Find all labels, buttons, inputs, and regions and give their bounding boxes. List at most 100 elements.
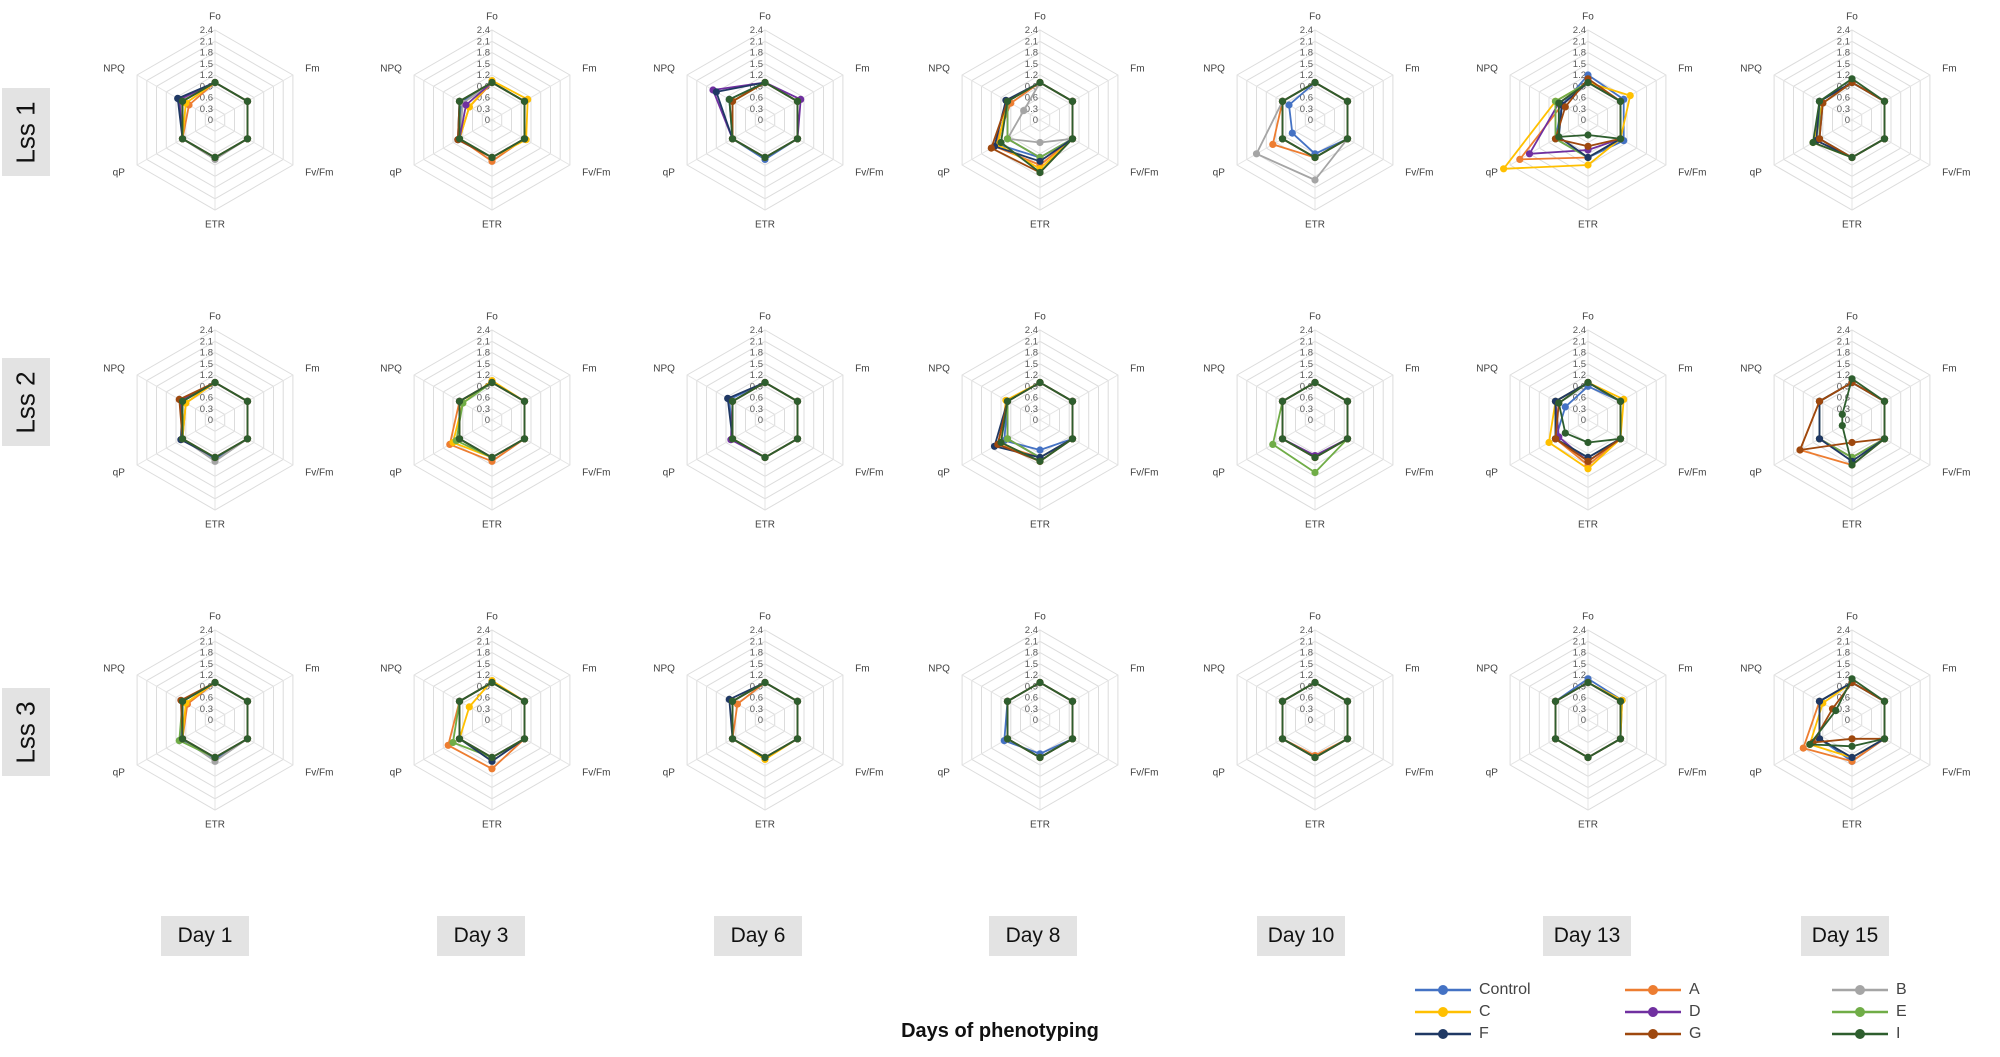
- radar-lss-1-day-10-series-a-point-qp: [1269, 140, 1277, 148]
- radar-lss-1-day-8-tick-label: 1.8: [1025, 48, 1038, 59]
- radar-lss-2-day-13-series-c-point-etr: [1584, 465, 1592, 473]
- radar-lss-1-day-13-series-i-point-etr: [1584, 131, 1592, 139]
- radar-lss-1-day-3-tick-label: 2.1: [477, 36, 490, 47]
- radar-lss-3-day-3-series-i-point-fo: [488, 678, 496, 687]
- radar-lss-1-day-1-tick-label: 0.3: [200, 104, 213, 115]
- radar-lss-2-day-10: 00.30.60.91.21.51.82.12.4FoFmFv/FmETRqPN…: [1203, 312, 1433, 531]
- radar-lss-1-day-13-series-a-point-qp: [1516, 155, 1524, 163]
- radar-lss-2-day-1: 00.30.60.91.21.51.82.12.4FoFmFv/FmETRqPN…: [103, 312, 333, 531]
- radar-lss-1-day-10-spoke: [1236, 119, 1316, 166]
- radar-lss-2-day-13-series-c-point-qp: [1545, 438, 1553, 447]
- radar-lss-1-day-13-axis-label-fm: Fm: [1678, 64, 1692, 75]
- radar-lss-2-day-6-series-i-point-fm: [793, 397, 802, 405]
- radar-lss-3-day-1-tick-label: 1.8: [200, 648, 213, 659]
- radar-lss-1-day-3-tick-label: 2.4: [477, 25, 490, 36]
- radar-lss-3-day-15-series-f-point-etr: [1848, 753, 1856, 762]
- radar-lss-2-day-15-series-i-point-fm: [1880, 397, 1889, 405]
- radar-lss-3-day-15-series-i-point-npq: [1832, 707, 1840, 715]
- radar-lss-2-day-1-tick-label: 0: [208, 415, 213, 426]
- radar-lss-2-day-1-series-i-point-fm: [243, 397, 252, 405]
- radar-lss-1-day-3-axis-label-fv-fm: Fv/Fm: [582, 168, 610, 179]
- radar-lss-3-day-6-spoke: [686, 674, 766, 721]
- radar-lss-3-day-15-series-g-point-etr: [1848, 735, 1856, 743]
- radar-lss-3-day-3-spoke: [491, 674, 571, 721]
- radar-lss-2-day-13-tick-label: 2.4: [1573, 325, 1586, 336]
- radar-lss-3-day-10-axis-label-qp: qP: [1213, 768, 1226, 779]
- radar-lss-2-day-15-tick-label: 0: [1845, 415, 1850, 426]
- radar-lss-2-day-15-spoke: [1773, 374, 1853, 421]
- radar-lss-3-day-13-tick-label: 1.8: [1573, 648, 1586, 659]
- radar-lss-1-day-13-spoke: [1587, 119, 1667, 166]
- radar-lss-2-day-10-tick-label: 2.1: [1300, 336, 1313, 347]
- radar-lss-1-day-10-tick-label: 2.1: [1300, 36, 1313, 47]
- radar-lss-1-day-10-series-b-point-qp: [1252, 150, 1261, 158]
- radar-lss-3-day-15-tick-label: 0: [1845, 715, 1850, 726]
- radar-lss-2-day-6-axis-label-fm: Fm: [855, 364, 869, 375]
- radar-lss-1-day-3-axis-label-fm: Fm: [582, 64, 596, 75]
- radar-lss-2-day-8-spoke: [1039, 419, 1119, 466]
- legend-label-e: E: [1896, 1003, 1907, 1020]
- radar-lss-2-day-15-axis-label-fv-fm: Fv/Fm: [1942, 468, 1970, 479]
- legend-swatch-i: [1832, 1029, 1888, 1039]
- radar-lss-3-day-1-axis-label-fm: Fm: [305, 664, 319, 675]
- radar-lss-1-day-6-spoke: [764, 119, 844, 166]
- radar-lss-3-day-1-series-i-point-fo: [211, 678, 219, 687]
- radar-lss-2-day-1-series-i-point-fv-fm: [243, 435, 252, 443]
- radar-lss-3-day-13-axis-label-npq: NPQ: [1476, 664, 1498, 675]
- radar-lss-1-day-3-tick-label: 1.8: [477, 48, 490, 59]
- radar-lss-1-day-13-series-d-point-qp: [1525, 150, 1534, 158]
- legend-swatch-marker: [1648, 1029, 1658, 1039]
- radar-lss-1-day-13-tick-label: 0.6: [1573, 93, 1586, 104]
- radar-lss-3-day-8-tick-label: 0.3: [1025, 704, 1038, 715]
- radar-lss-3-day-1-spoke: [214, 719, 294, 766]
- radar-lss-1-day-15-series-i-point-qp: [1809, 138, 1817, 147]
- radar-lss-3-day-13-axis-label-qp: qP: [1486, 768, 1499, 779]
- radar-lss-3-day-8-axis-label-etr: ETR: [1030, 820, 1050, 831]
- legend-swatch-marker: [1438, 1029, 1448, 1039]
- radar-lss-3-day-6-tick-label: 2.4: [750, 625, 763, 636]
- radar-lss-2-day-15-tick-label: 0.6: [1837, 393, 1850, 404]
- radar-lss-2-day-1-spoke: [136, 419, 216, 466]
- radar-lss-1-day-6-series-i-point-etr: [761, 153, 769, 162]
- radar-lss-2-day-10-series-i-point-fo: [1311, 378, 1319, 387]
- radar-lss-2-day-8-series-i-point-fv-fm: [1068, 435, 1077, 443]
- radar-lss-1-day-13-series-i-point-npq: [1555, 99, 1563, 107]
- radar-lss-1-day-13-axis-label-npq: NPQ: [1476, 64, 1498, 75]
- radar-lss-3-day-3: 00.30.60.91.21.51.82.12.4FoFmFv/FmETRqPN…: [380, 612, 610, 831]
- legend-swatch-marker: [1855, 985, 1865, 995]
- radar-lss-2-day-8-axis-label-fm: Fm: [1130, 364, 1144, 375]
- radar-charts: 00.30.60.91.21.51.82.12.4FoFmFv/FmETRqPN…: [103, 12, 1970, 831]
- radar-lss-2-day-10-series-i-point-etr: [1311, 453, 1319, 462]
- radar-lss-1-day-6-axis-label-qp: qP: [663, 168, 676, 179]
- legend-swatch-marker: [1648, 1007, 1658, 1017]
- radar-lss-3-day-1-axis-label-qp: qP: [113, 768, 126, 779]
- radar-lss-3-day-8-spoke: [1039, 674, 1119, 721]
- radar-lss-1-day-10-tick-label: 1.2: [1300, 70, 1313, 81]
- radar-lss-2-day-6-spoke: [686, 419, 766, 466]
- radar-lss-3-day-8-spoke: [1039, 719, 1119, 766]
- radar-lss-3-day-1: 00.30.60.91.21.51.82.12.4FoFmFv/FmETRqPN…: [103, 612, 333, 831]
- radar-lss-3-day-13-spoke: [1587, 719, 1667, 766]
- radar-lss-1-day-8-axis-label-qp: qP: [938, 168, 951, 179]
- day-label-1: Day 1: [161, 916, 249, 956]
- radar-lss-1-day-10-axis-label-etr: ETR: [1305, 220, 1325, 231]
- radar-lss-2-day-13-tick-label: 0.3: [1573, 404, 1586, 415]
- radar-lss-2-day-6: 00.30.60.91.21.51.82.12.4FoFmFv/FmETRqPN…: [653, 312, 883, 531]
- radar-lss-1-day-15-tick-label: 2.1: [1837, 36, 1850, 47]
- legend-label-i: I: [1896, 1025, 1901, 1042]
- radar-lss-2-day-1-tick-label: 0.3: [200, 404, 213, 415]
- radar-lss-2-day-10-spoke: [1236, 374, 1316, 421]
- radar-lss-2-day-13-series-i-point-qp: [1561, 429, 1569, 437]
- radar-lss-2-day-8-tick-label: 2.4: [1025, 325, 1038, 336]
- radar-lss-1-day-10-series-control-point-qp: [1288, 129, 1296, 137]
- radar-lss-2-day-3-series-i-point-fv-fm: [520, 435, 529, 443]
- radar-lss-1-day-10-spoke: [1236, 74, 1316, 121]
- radar-lss-1-day-13-series-i-point-fo: [1584, 78, 1592, 87]
- legend-swatch-e: [1832, 1007, 1888, 1017]
- radar-lss-2-day-10-tick-label: 2.4: [1300, 325, 1313, 336]
- radar-lss-3-day-8-axis-label-fm: Fm: [1130, 664, 1144, 675]
- day-label-15: Day 15: [1801, 916, 1889, 956]
- radar-lss-2-day-15-series-g-point-npq: [1815, 397, 1824, 405]
- radar-lss-1-day-6-tick-label: 1.5: [750, 59, 763, 70]
- legend-swatch-marker: [1438, 985, 1448, 995]
